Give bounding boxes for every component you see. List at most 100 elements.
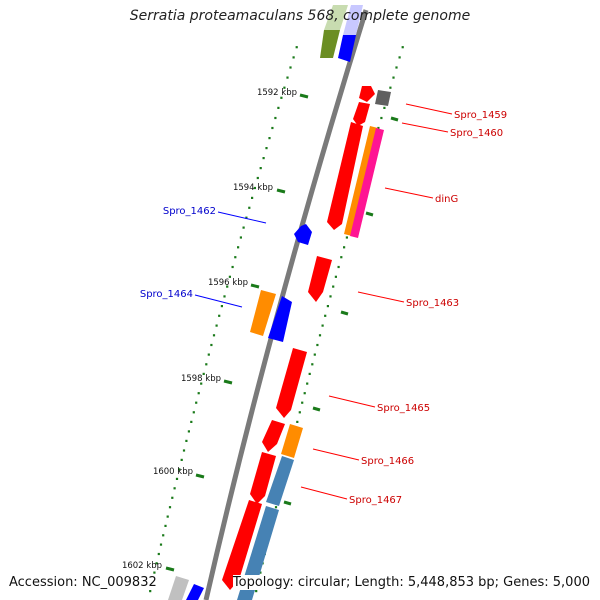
track-dot xyxy=(283,86,286,89)
gene-label-spro-1466[interactable]: Spro_1466 xyxy=(361,456,414,467)
gene-feature-olive[interactable] xyxy=(324,5,348,30)
gene-features xyxy=(168,5,391,600)
gene-feature-red-1467[interactable] xyxy=(250,452,276,504)
gene-feature-blue[interactable] xyxy=(343,5,363,35)
scale-label: 1592 kbp xyxy=(257,88,297,98)
track-dot xyxy=(190,420,193,423)
track-dot xyxy=(228,275,231,278)
track-dot xyxy=(149,590,152,593)
track-dot xyxy=(182,449,186,452)
track-dot xyxy=(398,56,401,59)
track-dot xyxy=(202,372,205,375)
track-dot xyxy=(343,246,346,249)
gene-feature-red-bottom[interactable] xyxy=(222,500,262,590)
gene-feature-blue-1464[interactable] xyxy=(268,296,292,342)
track-dot xyxy=(166,515,169,518)
gene-feature-dinG[interactable] xyxy=(350,128,384,238)
track-dot xyxy=(155,562,158,565)
track-dot xyxy=(210,343,213,347)
gene-feature-olive[interactable] xyxy=(320,30,340,58)
gene-feature-spro-1464[interactable] xyxy=(250,290,276,336)
inner-ticks xyxy=(283,116,399,506)
track-dot xyxy=(237,246,240,249)
scale-label: 1602 kbp xyxy=(122,561,162,571)
track-dot xyxy=(268,137,271,140)
track-dot xyxy=(318,334,322,337)
gene-label-spro-1459[interactable]: Spro_1459 xyxy=(454,110,507,121)
track-dot xyxy=(383,106,386,109)
gene-feature-gray[interactable] xyxy=(375,90,391,106)
track-dot xyxy=(223,295,226,298)
gene-feature-spro-1462[interactable] xyxy=(294,224,312,245)
track-dot xyxy=(205,363,208,366)
track-dot xyxy=(192,411,195,414)
track-dot xyxy=(292,56,295,59)
track-dot xyxy=(380,116,383,120)
gene-feature-red-long[interactable] xyxy=(327,122,363,230)
gene-label-spro-1465[interactable]: Spro_1465 xyxy=(377,403,430,414)
gene-label-spro-1462[interactable]: Spro_1462 xyxy=(163,206,216,217)
track-dot xyxy=(316,343,319,347)
label-connectors xyxy=(194,103,453,500)
track-dot xyxy=(197,392,200,395)
track-dot xyxy=(242,226,245,229)
track-dot xyxy=(180,458,183,461)
track-dot xyxy=(173,487,176,490)
track-dot xyxy=(262,157,265,160)
gene-feature-spro-1460[interactable] xyxy=(353,102,370,126)
gene-feature-spro-1459[interactable] xyxy=(359,86,375,102)
gene-feature-orange[interactable] xyxy=(344,126,378,236)
gene-feature-red-1466[interactable] xyxy=(262,420,285,452)
track-dot xyxy=(265,147,268,150)
gene-label-spro-1463[interactable]: Spro_1463 xyxy=(406,298,459,309)
gene-label-spro-1464[interactable]: Spro_1464 xyxy=(140,289,193,300)
scale-label: 1596 kbp xyxy=(208,278,248,288)
track-dot xyxy=(296,420,299,423)
track-dot xyxy=(226,285,229,288)
track-dot xyxy=(251,196,254,199)
topology-label: Topology: circular; Length: 5,448,853 bp… xyxy=(232,575,590,590)
track-dot xyxy=(334,275,337,278)
gene-feature-gray-bottom[interactable] xyxy=(168,576,189,600)
track-dot xyxy=(306,382,309,385)
gene-labels: Spro_1459 Spro_1460 dinG Spro_1462 Spro_… xyxy=(140,110,507,506)
track-dot xyxy=(271,126,274,130)
track-dot xyxy=(212,334,216,337)
track-dot xyxy=(256,176,259,180)
track-dot xyxy=(337,265,340,269)
gene-feature-blue-bottom[interactable] xyxy=(186,584,204,600)
track-dot xyxy=(392,76,395,79)
track-dot xyxy=(187,430,190,433)
gene-feature-spro-1465[interactable] xyxy=(276,348,307,418)
track-dot xyxy=(175,477,179,480)
track-dot xyxy=(218,314,221,317)
track-dot xyxy=(234,256,237,259)
scale-tick: 1600 kbp xyxy=(153,467,205,479)
track-dot xyxy=(332,285,335,288)
gene-label-spro-1467[interactable]: Spro_1467 xyxy=(349,495,402,506)
track-dot xyxy=(255,590,258,593)
gene-feature-spro-1463[interactable] xyxy=(308,256,332,302)
scale-tick: 1596 kbp xyxy=(208,278,260,289)
track-dot xyxy=(171,496,174,499)
track-dot xyxy=(289,66,292,69)
track-dot xyxy=(220,305,223,308)
gene-label-spro-1460[interactable]: Spro_1460 xyxy=(450,128,503,139)
scale-label: 1600 kbp xyxy=(153,467,193,477)
gene-feature-blue[interactable] xyxy=(338,35,356,62)
gene-label-dinG[interactable]: dinG xyxy=(435,194,458,205)
genome-title: Serratia proteamaculans 568, complete ge… xyxy=(129,8,471,24)
scale-tick: 1592 kbp xyxy=(257,88,309,99)
track-dot xyxy=(345,236,348,239)
track-dot xyxy=(324,314,327,317)
gene-feature-spro-1466[interactable] xyxy=(281,424,303,458)
track-dot xyxy=(401,46,404,49)
track-dot xyxy=(308,372,311,375)
scale-tick: 1602 kbp xyxy=(122,561,175,572)
gene-feature-spro-1467[interactable] xyxy=(266,456,294,506)
scale-label: 1598 kbp xyxy=(181,374,221,384)
track-dot xyxy=(303,392,306,395)
track-dot xyxy=(215,324,218,327)
scale-label: 1594 kbp xyxy=(233,183,273,193)
track-dot xyxy=(195,401,198,404)
